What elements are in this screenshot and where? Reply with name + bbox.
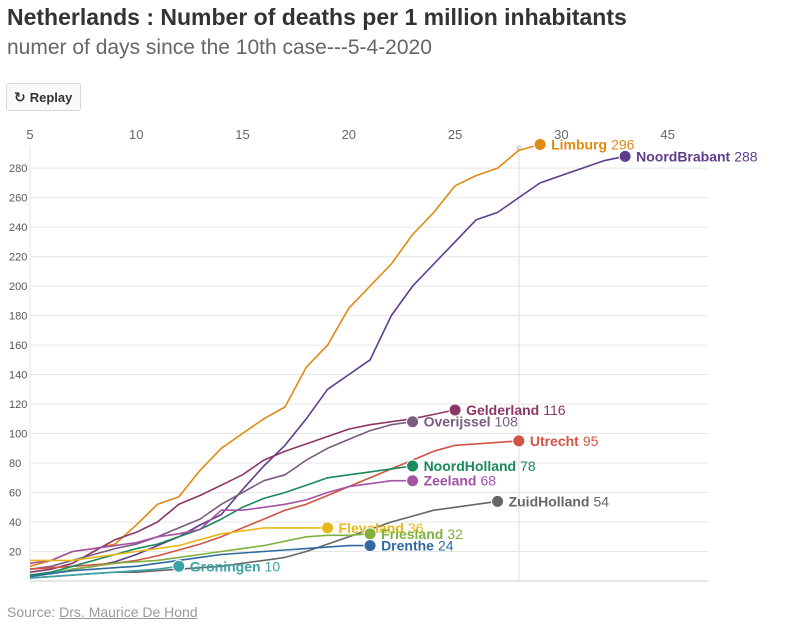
source-link[interactable]: Drs. Maurice De Hond: [59, 604, 198, 620]
series-line-limburg: [29, 143, 541, 568]
x-tick-label: 45: [660, 127, 674, 142]
series-line-overijssel: [29, 420, 413, 570]
end-label-utrecht: Utrecht 95: [530, 433, 599, 449]
end-label-noordholland: NoordHolland 78: [424, 458, 536, 474]
series-line-groningen: [29, 565, 179, 579]
end-marker-gelderland: [448, 403, 462, 417]
y-tick-label: 40: [9, 517, 21, 529]
end-marker-noordbrabant: [618, 149, 632, 163]
end-marker-zeeland: [406, 474, 420, 488]
y-tick-label: 120: [9, 399, 27, 411]
series-value-drenthe: 24: [438, 538, 454, 554]
series-value-zuidholland: 54: [593, 493, 609, 509]
series-value-gelderland: 116: [543, 402, 566, 418]
y-tick-label: 100: [9, 429, 27, 441]
y-tick-label: 160: [9, 340, 27, 352]
series-line-drenthe: [29, 544, 371, 578]
replay-label: Replay: [29, 89, 73, 105]
x-tick-label: 10: [129, 127, 143, 142]
series-value-friesland: 32: [447, 526, 463, 542]
x-tick-label: 25: [448, 127, 462, 142]
series-value-limburg: 296: [611, 137, 635, 153]
replay-icon: ↻: [14, 89, 26, 105]
chart-subtitle: numer of days since the 10th case---5-4-…: [7, 36, 432, 59]
source-prefix: Source:: [7, 604, 60, 620]
series-name-noordbrabant: NoordBrabant: [636, 148, 730, 164]
series-name-drenthe: Drenthe: [381, 538, 434, 554]
end-label-noordbrabant: NoordBrabant 288: [636, 148, 758, 164]
end-marker-groningen: [172, 559, 186, 573]
y-tick-label: 140: [9, 370, 27, 382]
end-marker-drenthe: [363, 539, 377, 553]
end-label-gelderland: Gelderland 116: [466, 402, 566, 418]
end-marker-overijssel: [406, 415, 420, 429]
series-name-zuidholland: ZuidHolland: [509, 493, 590, 509]
chart-title: Netherlands : Number of deaths per 1 mil…: [7, 4, 627, 30]
series-name-friesland: Friesland: [381, 526, 443, 542]
end-label-drenthe: Drenthe 24: [381, 538, 454, 554]
end-marker-limburg: [533, 138, 547, 152]
series-name-limburg: Limburg: [551, 137, 607, 153]
series-line-flevoland: [30, 527, 328, 562]
end-label-limburg: Limburg 296: [551, 137, 635, 153]
y-tick-label: 180: [9, 311, 27, 323]
x-tick-label: 15: [235, 127, 249, 142]
y-tick-label: 220: [9, 252, 27, 264]
series-value-groningen: 10: [265, 558, 281, 574]
series-line-noordbrabant: [29, 155, 626, 576]
x-tick-label: 5: [26, 127, 33, 142]
end-label-zuidholland: ZuidHolland 54: [509, 493, 610, 509]
y-tick-label: 280: [9, 163, 27, 175]
y-tick-label: 60: [9, 488, 21, 500]
x-tick-label: 20: [342, 127, 356, 142]
end-label-friesland: Friesland 32: [381, 526, 463, 542]
series-name-utrecht: Utrecht: [530, 433, 579, 449]
series-line-zeeland: [29, 479, 413, 565]
end-marker-friesland: [363, 527, 377, 541]
series-line-noordholland: [29, 465, 413, 576]
end-marker-utrecht: [512, 434, 526, 448]
series-value-noordholland: 78: [520, 458, 536, 474]
y-tick-label: 200: [9, 281, 27, 293]
series-line-friesland: [29, 533, 371, 578]
end-label-zeeland: Zeeland 68: [424, 473, 497, 489]
source-note: Source: Drs. Maurice De Hond: [7, 604, 198, 620]
end-marker-flevoland: [321, 521, 335, 535]
x-tick-label: 30: [554, 127, 568, 142]
series-value-noordbrabant: 288: [734, 148, 758, 164]
y-tick-label: 20: [9, 547, 21, 559]
series-name-zeeland: Zeeland: [424, 473, 477, 489]
series-value-zeeland: 68: [480, 473, 496, 489]
replay-button[interactable]: ↻ Replay: [6, 83, 82, 111]
y-tick-label: 260: [9, 193, 27, 205]
end-label-groningen: Groningen 10: [190, 558, 281, 574]
series-name-groningen: Groningen: [190, 558, 261, 574]
y-tick-label: 240: [9, 222, 27, 234]
series-name-gelderland: Gelderland: [466, 402, 539, 418]
series-value-flevoland: 36: [408, 520, 424, 536]
end-marker-zuidholland: [491, 494, 505, 508]
y-tick-label: 80: [9, 458, 21, 470]
series-name-overijssel: Overijssel: [424, 414, 491, 430]
end-marker-noordholland: [406, 459, 420, 473]
series-value-overijssel: 108: [495, 414, 519, 430]
end-label-overijssel: Overijssel 108: [424, 414, 519, 430]
series-value-utrecht: 95: [583, 433, 599, 449]
series-name-noordholland: NoordHolland: [424, 458, 517, 474]
